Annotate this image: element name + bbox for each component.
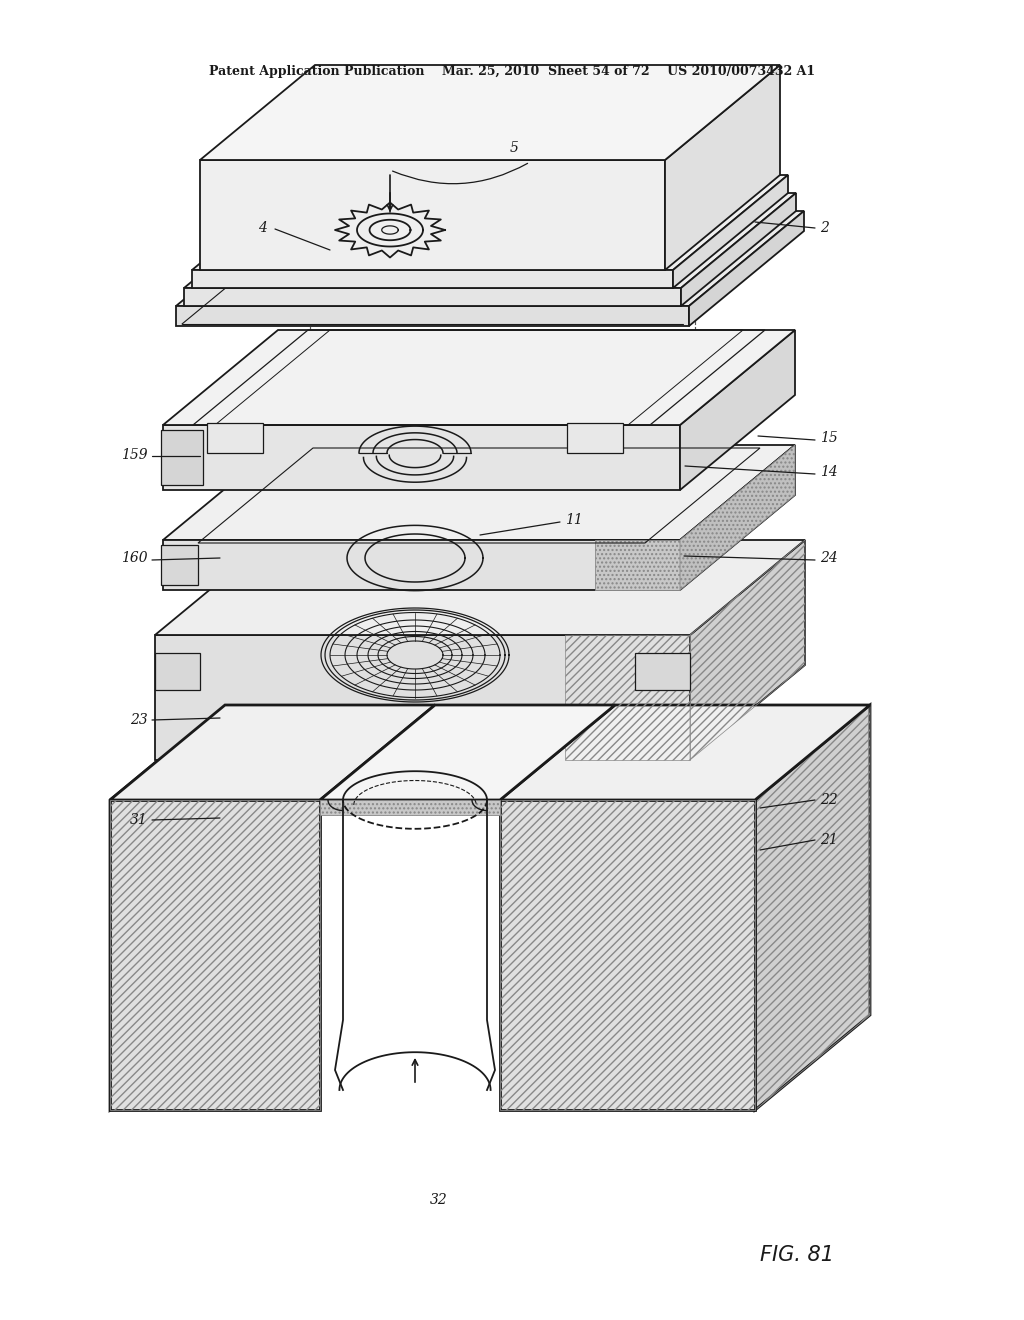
Polygon shape [155,653,200,690]
Text: FIG. 81: FIG. 81 [760,1245,834,1265]
Polygon shape [319,705,615,800]
Polygon shape [176,211,804,306]
Polygon shape [680,445,795,590]
Polygon shape [193,271,673,288]
Polygon shape [689,211,804,326]
Text: 159: 159 [122,447,148,462]
Text: 32: 32 [430,1193,447,1206]
Text: 31: 31 [130,813,148,828]
Polygon shape [500,800,755,1110]
Text: 160: 160 [122,550,148,565]
Text: 11: 11 [565,513,583,527]
Text: 24: 24 [820,550,838,565]
Text: 21: 21 [820,833,838,847]
Text: 22: 22 [820,793,838,807]
Polygon shape [163,445,795,540]
Polygon shape [665,65,780,271]
Polygon shape [110,800,319,1110]
Polygon shape [193,176,788,271]
Polygon shape [110,705,225,1110]
Polygon shape [755,705,870,1110]
Text: 23: 23 [130,713,148,727]
Polygon shape [161,545,198,585]
Text: 4: 4 [258,220,267,235]
Polygon shape [500,705,870,800]
Text: 5: 5 [510,141,519,154]
Polygon shape [155,540,805,635]
Polygon shape [207,422,263,453]
Polygon shape [635,653,690,690]
Text: 14: 14 [820,465,838,479]
Polygon shape [673,176,788,288]
Polygon shape [163,540,680,590]
Polygon shape [161,430,203,484]
Polygon shape [681,193,796,306]
Polygon shape [690,540,805,760]
Polygon shape [680,445,795,590]
Polygon shape [110,705,435,800]
Polygon shape [155,635,690,760]
Polygon shape [680,330,795,490]
Polygon shape [200,65,780,160]
Text: 15: 15 [820,432,838,445]
Polygon shape [163,425,680,490]
Text: 2: 2 [820,220,828,235]
Polygon shape [184,288,681,306]
Text: Patent Application Publication    Mar. 25, 2010  Sheet 54 of 72    US 2010/00734: Patent Application Publication Mar. 25, … [209,66,815,78]
Polygon shape [176,306,689,326]
Polygon shape [184,193,796,288]
Polygon shape [567,422,623,453]
Polygon shape [595,540,680,590]
Polygon shape [200,160,665,271]
Polygon shape [163,330,795,425]
Polygon shape [319,800,500,814]
